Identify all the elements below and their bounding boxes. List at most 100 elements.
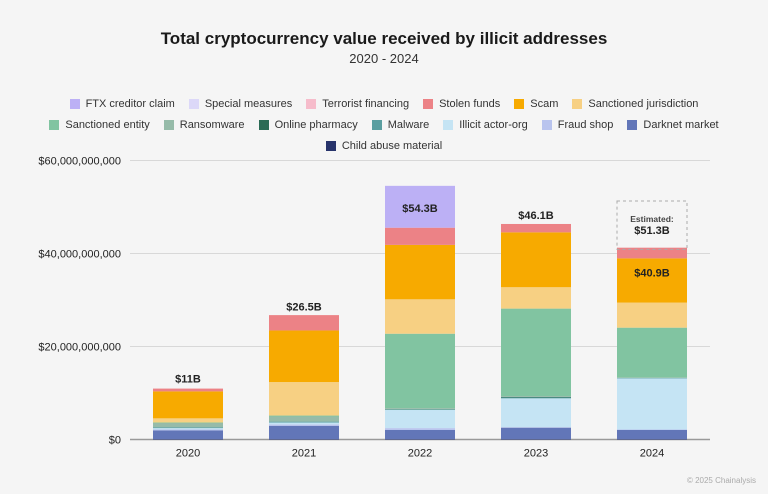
bar-segment-child-abuse-material <box>269 439 339 440</box>
bar-segment-darknet-market <box>269 425 339 440</box>
legend-swatch <box>163 119 174 130</box>
bar-segment-online-pharmacy <box>501 396 571 398</box>
bar-segment-scam <box>153 391 223 419</box>
legend-item[interactable]: Online pharmacy <box>258 118 358 131</box>
bar-segment-sanctioned-jurisdiction <box>385 299 455 334</box>
legend-item[interactable]: Ransomware <box>163 118 245 131</box>
legend-item[interactable]: FTX creditor claim <box>69 97 175 110</box>
y-tick-label: $20,000,000,000 <box>38 342 121 354</box>
legend-item[interactable]: Malware <box>371 118 430 131</box>
total-data-label: $11B <box>175 373 201 385</box>
legend-label: Stolen funds <box>439 97 501 110</box>
x-tick-label: 2022 <box>408 448 432 460</box>
copyright-footer: © 2025 Chainalysis <box>686 476 756 485</box>
bar-segment-sanctioned-jurisdiction <box>269 382 339 416</box>
bar-segment-stolen-funds <box>385 227 455 245</box>
bar-segment-fraud-shop <box>501 427 571 428</box>
legend-item[interactable]: Special measures <box>188 97 293 110</box>
x-tick-label: 2024 <box>640 448 664 460</box>
bar-segment-malware <box>153 427 223 429</box>
bar-segment-ransomware <box>617 377 687 378</box>
bar-segment-darknet-market <box>153 430 223 440</box>
legend-label: FTX creditor claim <box>85 97 175 110</box>
legend-item[interactable]: Sanctioned jurisdiction <box>572 97 698 110</box>
legend-item[interactable]: Scam <box>514 97 558 110</box>
legend-swatch <box>572 98 583 109</box>
bar-segment-sanctioned-jurisdiction <box>153 418 223 423</box>
legend-swatch <box>69 98 80 109</box>
y-tick-label: $40,000,000,000 <box>38 249 121 261</box>
bar-segment-scam <box>501 232 571 288</box>
legend-swatch <box>371 119 382 130</box>
bar-segment-illicit-actor-org <box>385 409 455 429</box>
legend-label: Illicit actor-org <box>459 118 528 131</box>
bar-segment-darknet-market <box>385 429 455 440</box>
legend-item[interactable]: Child abuse material <box>325 139 442 152</box>
bar-segment-malware <box>501 397 571 399</box>
bar-segment-child-abuse-material <box>153 439 223 440</box>
total-data-label: $54.3B <box>402 203 438 215</box>
bar-segment-ransomware <box>153 422 223 428</box>
legend-label: Fraud shop <box>557 118 614 131</box>
bar-segment-scam <box>269 330 339 383</box>
x-tick-label: 2020 <box>176 448 200 460</box>
total-data-label: $40.9B <box>634 267 670 279</box>
bar-segment-sanctioned-entity <box>385 333 455 409</box>
estimate-label: Estimated: <box>630 214 674 224</box>
legend-swatch <box>541 119 552 130</box>
chart-title: Total cryptocurrency value received by i… <box>160 29 608 48</box>
legend-label: Malware <box>387 118 430 131</box>
bar-segment-illicit-actor-org <box>501 398 571 428</box>
legend-swatch <box>443 119 454 130</box>
bar-segment-fraud-shop <box>269 424 339 426</box>
legend-item[interactable]: Terrorist financing <box>306 97 409 110</box>
estimate-box <box>616 200 688 250</box>
bar-segment-illicit-actor-org <box>269 422 339 425</box>
bar-segment-darknet-market <box>617 429 687 440</box>
bar-segment-scam <box>617 258 687 303</box>
legend-label: Sanctioned jurisdiction <box>588 97 699 110</box>
legend-swatch <box>306 98 317 109</box>
legend-label: Sanctioned entity <box>65 118 150 131</box>
bar-segment-fraud-shop <box>617 429 687 431</box>
bar-segment-darknet-market <box>501 427 571 440</box>
bar-segment-ransomware <box>385 408 455 410</box>
bar-segment-ftx-creditor-claim <box>385 185 455 228</box>
bar-segment-illicit-actor-org <box>153 428 223 430</box>
legend-swatch <box>423 98 434 109</box>
bar-segment-malware <box>269 421 339 423</box>
legend: FTX creditor claim Special measures Terror… <box>30 97 738 152</box>
legend-item[interactable]: Illicit actor-org <box>443 118 528 131</box>
legend-swatch <box>49 119 60 130</box>
total-data-label: $46.1B <box>518 210 554 222</box>
legend-item[interactable]: Sanctioned entity <box>49 118 150 131</box>
legend-label: Special measures <box>204 97 293 110</box>
bar-segment-stolen-funds <box>501 223 571 233</box>
bar-segment-malware <box>617 377 687 379</box>
legend-swatch <box>514 98 525 109</box>
bar-segment-stolen-funds <box>153 388 223 392</box>
bar-segment-malware <box>385 409 455 411</box>
bar-segment-fraud-shop <box>153 429 223 431</box>
bar-segment-fraud-shop <box>385 428 455 430</box>
bar-segment-scam <box>385 244 455 300</box>
bar-segment-sanctioned-entity <box>501 308 571 397</box>
legend-item[interactable]: Stolen funds <box>423 97 500 110</box>
bar-segment-sanctioned-entity <box>153 422 223 424</box>
total-data-label: $26.5B <box>286 301 322 313</box>
x-tick-label: 2021 <box>292 448 316 460</box>
bar-segment-stolen-funds <box>617 247 687 259</box>
bar-segment-ransomware <box>501 396 571 397</box>
legend-label: Online pharmacy <box>274 118 358 131</box>
legend-label: Darknet market <box>643 118 719 131</box>
bar-segment-sanctioned-jurisdiction <box>617 302 687 328</box>
y-tick-label: $60,000,000,000 <box>38 156 121 168</box>
estimate-value-label: $51.3B <box>634 225 670 237</box>
legend-swatch <box>325 140 336 151</box>
bar-segment-child-abuse-material <box>501 439 571 440</box>
legend-item[interactable]: Darknet market <box>627 118 719 131</box>
legend-item[interactable]: Fraud shop <box>541 118 614 131</box>
bar-segment-ransomware <box>269 416 339 422</box>
bar-segment-stolen-funds <box>269 315 339 331</box>
